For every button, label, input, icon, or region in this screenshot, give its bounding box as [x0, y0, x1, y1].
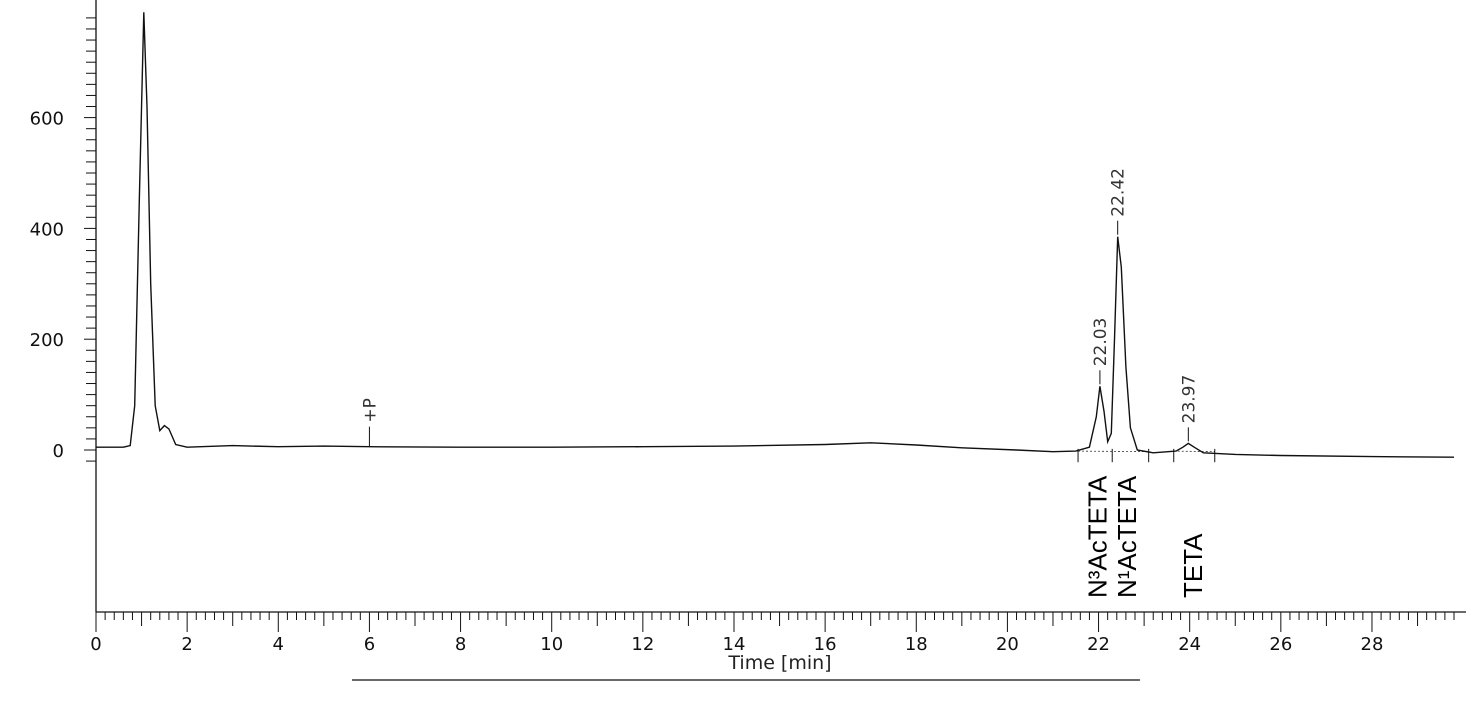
- compound-label: TETA: [1178, 533, 1208, 598]
- y-tick-label: 200: [30, 330, 64, 351]
- y-tick-label: 600: [30, 109, 64, 130]
- x-tick-label: 6: [364, 634, 375, 655]
- y-tick-label: 400: [30, 219, 64, 240]
- integration-baseline: [1173, 450, 1215, 453]
- x-tick-label: 16: [814, 634, 837, 655]
- x-tick-label: 8: [455, 634, 466, 655]
- chromatogram-trace: [96, 12, 1455, 458]
- x-axis: 0 2 4 6 8 10 12 14 16 18 20 22 24 26 28 Time [min]: [90, 611, 1466, 681]
- compound-label: N³AcTETA: [1083, 475, 1113, 598]
- integration-baseline: [1078, 450, 1149, 453]
- y-tick-label: 0: [53, 441, 64, 462]
- x-tick-label: 0: [90, 634, 101, 655]
- x-tick-label: 20: [996, 634, 1019, 655]
- x-tick-label: 28: [1361, 634, 1384, 655]
- x-tick-label: 24: [1178, 634, 1201, 655]
- plot-area: 22.03 22.42 23.97 +P N³AcTETA N¹AcTETA TETA: [96, 12, 1455, 598]
- x-tick-label: 18: [905, 634, 928, 655]
- x-tick-label: 26: [1269, 634, 1292, 655]
- x-tick-label: 12: [631, 634, 654, 655]
- y-axis: 0 200 400 600: [30, 0, 97, 612]
- x-tick-label: 22: [1087, 634, 1110, 655]
- event-marker-label: +P: [360, 398, 380, 423]
- x-tick-label: 2: [181, 634, 192, 655]
- peak-retention-label: 22.03: [1091, 318, 1111, 367]
- compound-label: N¹AcTETA: [1112, 475, 1142, 598]
- x-tick-label: 10: [540, 634, 563, 655]
- x-axis-title: Time [min]: [727, 652, 831, 674]
- peak-retention-label: 22.42: [1109, 168, 1129, 217]
- x-tick-label: 4: [273, 634, 284, 655]
- peak-retention-label: 23.97: [1179, 375, 1199, 424]
- x-tick-label: 14: [723, 634, 746, 655]
